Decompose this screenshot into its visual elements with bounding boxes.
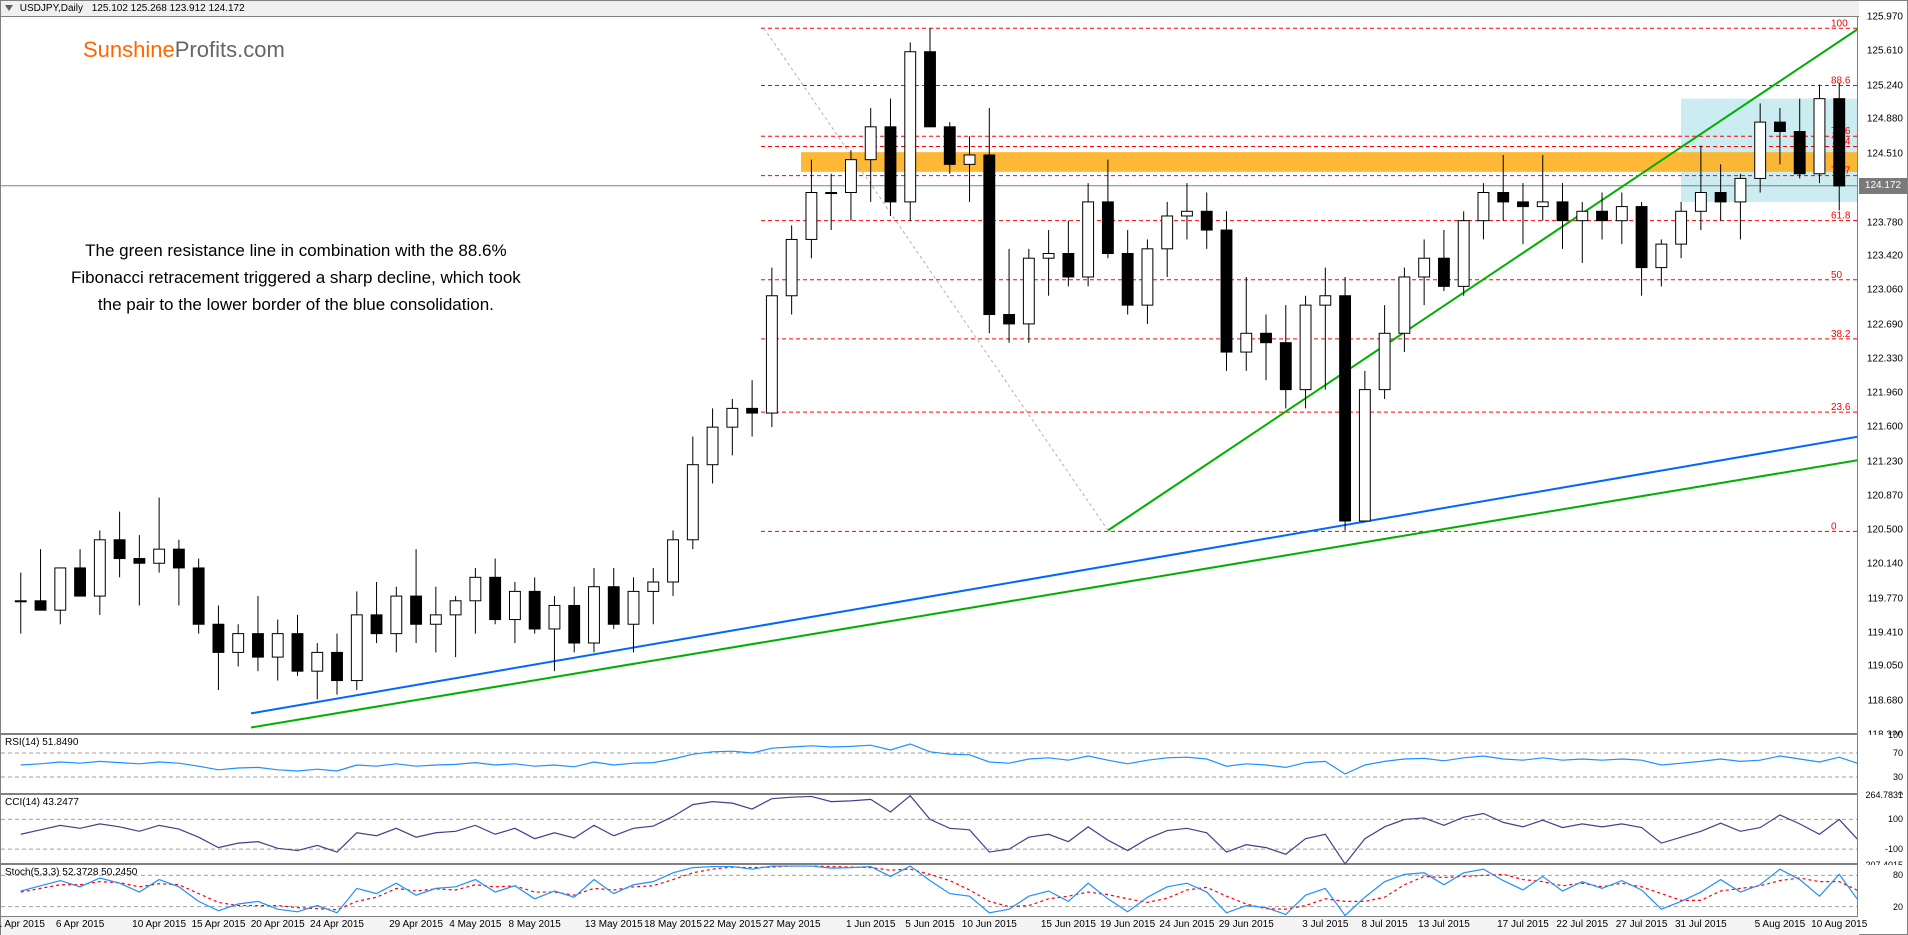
svg-text:50: 50 — [1831, 270, 1843, 281]
svg-text:88.6: 88.6 — [1831, 76, 1851, 87]
price-svg: 10088.678.676.470.761.85038.223.60 — [1, 17, 1859, 735]
cci-y-axis: 264.7831100-100-207.4015 — [1857, 795, 1907, 865]
stoch-y-axis: 8020 — [1857, 865, 1907, 917]
rsi-panel[interactable]: RSI(14) 51.8490 — [1, 735, 1859, 795]
annotation-text: The green resistance line in combination… — [71, 237, 521, 319]
x-axis: 1 Apr 20156 Apr 201510 Apr 201515 Apr 20… — [1, 917, 1859, 935]
watermark-part1: Sunshine — [83, 37, 175, 62]
svg-text:23.6: 23.6 — [1831, 402, 1851, 413]
cci-panel[interactable]: CCI(14) 43.2477 — [1, 795, 1859, 865]
svg-text:38.2: 38.2 — [1831, 329, 1851, 340]
svg-text:0: 0 — [1831, 521, 1837, 532]
stoch-panel[interactable]: Stoch(5,3,3) 52.3728 50.2450 — [1, 865, 1859, 917]
rsi-label: RSI(14) 51.8490 — [5, 737, 78, 748]
chart-header: USDJPY,Daily 125.102 125.268 123.912 124… — [1, 1, 1859, 17]
symbol-label: USDJPY,Daily — [20, 3, 83, 14]
watermark: SunshineProfits.com — [83, 37, 285, 63]
rsi-y-axis: 10070300 — [1857, 735, 1907, 795]
cci-label: CCI(14) 43.2477 — [5, 797, 79, 808]
watermark-part2: Profits.com — [175, 37, 285, 62]
ohlc-label: 125.102 125.268 123.912 124.172 — [92, 3, 245, 14]
cci-svg — [1, 795, 1859, 865]
rsi-svg — [1, 735, 1859, 795]
svg-text:61.8: 61.8 — [1831, 211, 1851, 222]
stoch-svg — [1, 865, 1859, 917]
stoch-label: Stoch(5,3,3) 52.3728 50.2450 — [5, 867, 137, 878]
dropdown-icon[interactable] — [5, 5, 13, 11]
price-y-axis: 125.970125.610125.240124.880124.510124.1… — [1857, 17, 1907, 735]
price-chart[interactable]: 10088.678.676.470.761.85038.223.60 Sunsh… — [1, 17, 1859, 735]
svg-text:100: 100 — [1831, 18, 1848, 29]
chart-container: USDJPY,Daily 125.102 125.268 123.912 124… — [0, 0, 1908, 935]
